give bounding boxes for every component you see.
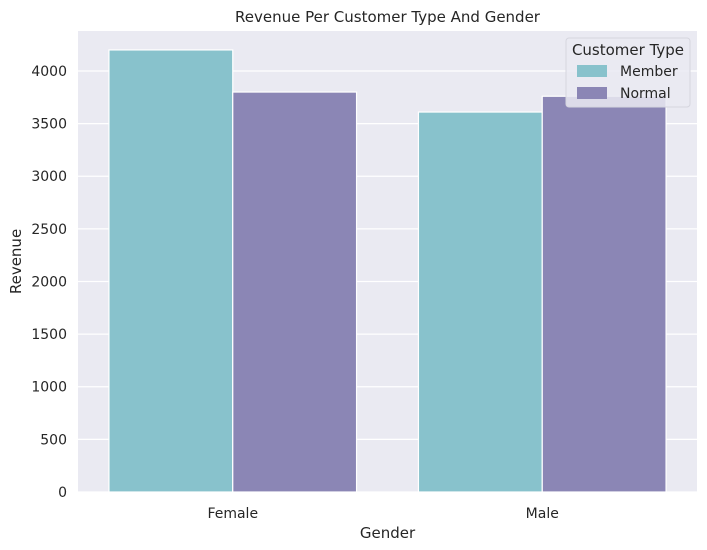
x-axis-title: Gender [360, 524, 416, 542]
legend-title: Customer Type [572, 41, 684, 59]
x-axis-ticks: Female Male [207, 506, 558, 522]
y-tick-label: 3500 [31, 117, 67, 133]
y-axis-ticks: 0 500 1000 1500 2000 2500 3000 3500 4000 [31, 64, 67, 501]
legend-items: Member Normal [577, 64, 678, 102]
y-tick-label: 2500 [31, 222, 67, 238]
bars [108, 49, 667, 493]
bar-normal-female [232, 91, 358, 493]
legend-swatch-member [577, 65, 607, 77]
y-tick-label: 1000 [31, 380, 67, 396]
y-tick-label: 500 [40, 432, 67, 448]
bar-member-female [108, 49, 234, 493]
x-tick-label: Male [526, 506, 559, 522]
bar-normal-male [541, 95, 667, 493]
x-tick-label: Female [207, 506, 258, 522]
bar-member-male [417, 111, 543, 493]
legend-label-normal: Normal [620, 86, 671, 102]
y-axis-title: Revenue [7, 229, 25, 294]
y-tick-label: 4000 [31, 64, 67, 80]
y-tick-label: 3000 [31, 169, 67, 185]
legend: Customer Type Member Normal [565, 37, 691, 108]
legend-label-member: Member [620, 64, 678, 80]
y-tick-label: 0 [58, 485, 67, 501]
y-tick-label: 2000 [31, 274, 67, 290]
chart-title: Revenue Per Customer Type And Gender [235, 8, 541, 26]
legend-swatch-normal [577, 87, 607, 99]
y-tick-label: 1500 [31, 327, 67, 343]
